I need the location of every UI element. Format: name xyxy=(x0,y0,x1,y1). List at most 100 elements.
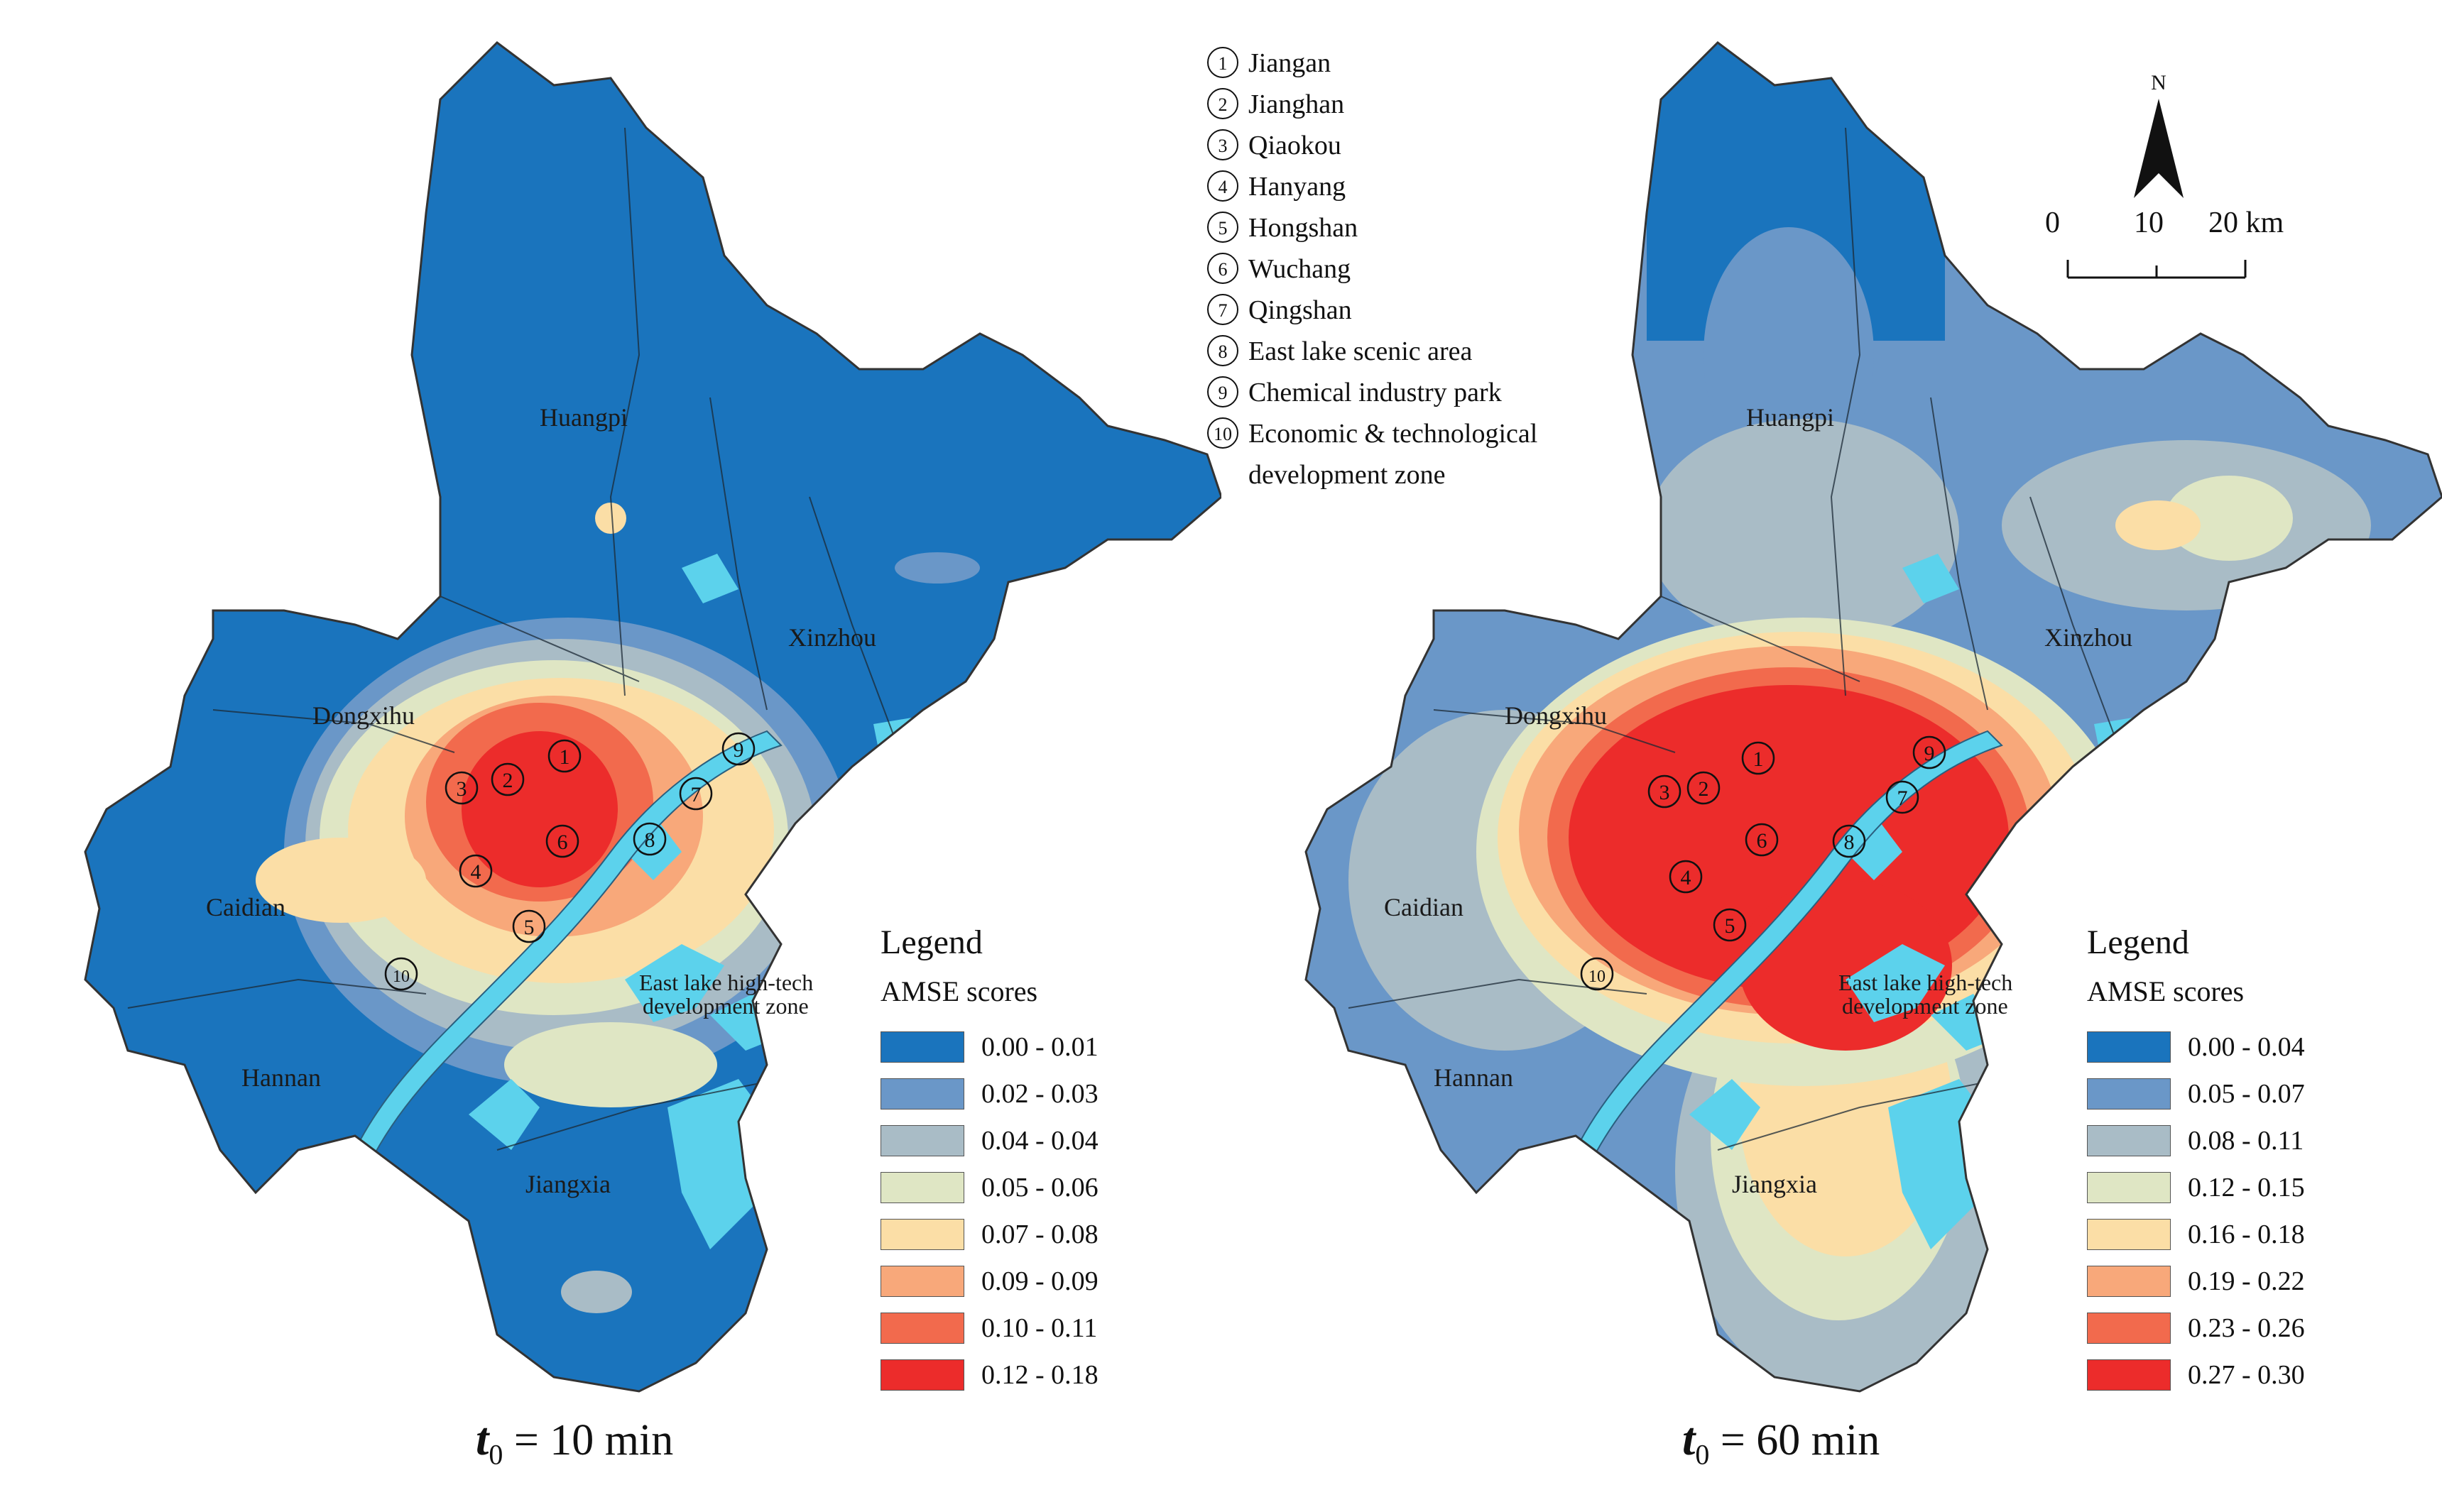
legend-swatch xyxy=(881,1219,964,1250)
legend-swatch xyxy=(881,1125,964,1156)
right-map-svg: Huangpi Xinzhou Dongxihu Caidian Hannan … xyxy=(1304,41,2442,1393)
legend-swatch xyxy=(2087,1313,2171,1344)
district-item: 5 Hongshan xyxy=(1207,207,1619,248)
marker-5: 5 xyxy=(1713,908,1747,942)
label-east-lake-hightech: East lake high-tech xyxy=(639,970,813,995)
marker-5: 5 xyxy=(512,909,546,943)
legend-swatch xyxy=(2087,1125,2171,1156)
scale-bar-graphic xyxy=(2066,260,2247,279)
district-number: 4 xyxy=(1207,170,1238,202)
legend-swatch xyxy=(881,1172,964,1203)
left-caption-text: = 10 min xyxy=(503,1416,674,1464)
district-number: 3 xyxy=(1207,129,1238,160)
legend-swatch xyxy=(2087,1219,2171,1250)
marker-1: 1 xyxy=(547,739,582,773)
label-xinzhou: Xinzhou xyxy=(2044,623,2132,652)
right-place-labels: Huangpi Xinzhou Dongxihu Caidian Hannan … xyxy=(1384,403,2132,1198)
right-legend: Legend AMSE scores 0.00 - 0.04 0.05 - 0.0… xyxy=(2087,923,2305,1398)
marker-1: 1 xyxy=(1741,741,1775,775)
legend-class-label: 0.10 - 0.11 xyxy=(981,1313,1098,1343)
legend-swatch xyxy=(881,1031,964,1063)
legend-class-row: 0.02 - 0.03 xyxy=(881,1070,1099,1117)
right-caption-text: = 60 min xyxy=(1709,1416,1880,1464)
marker-8: 8 xyxy=(633,822,667,856)
left-legend: Legend AMSE scores 0.00 - 0.01 0.02 - 0.0… xyxy=(881,923,1099,1398)
svg-text:9: 9 xyxy=(1924,742,1935,765)
legend-class-row: 0.12 - 0.15 xyxy=(2087,1164,2305,1211)
legend-class-label: 0.02 - 0.03 xyxy=(981,1079,1099,1109)
label-dongxihu: Dongxihu xyxy=(1505,701,1607,730)
district-name: Chemical industry park xyxy=(1248,378,1502,407)
left-district-markers: 1 2 3 4 5 6 7 8 9 10 xyxy=(384,732,756,991)
legend-class-row: 0.04 - 0.04 xyxy=(881,1117,1099,1164)
left-caption: t0 = 10 min xyxy=(476,1413,673,1471)
legend-class-row: 0.00 - 0.04 xyxy=(2087,1024,2305,1070)
svg-text:10: 10 xyxy=(1588,968,1606,986)
district-item: 4 Hanyang xyxy=(1207,166,1619,207)
district-item: 3 Qiaokou xyxy=(1207,125,1619,166)
north-label: N xyxy=(2151,71,2166,94)
legend-swatch xyxy=(2087,1031,2171,1063)
district-name: East lake scenic area xyxy=(1248,336,1473,366)
marker-9: 9 xyxy=(1912,735,1946,769)
legend-class-row: 0.10 - 0.11 xyxy=(881,1305,1099,1352)
label-dongxihu: Dongxihu xyxy=(312,701,415,730)
svg-text:7: 7 xyxy=(1897,787,1908,810)
svg-text:1: 1 xyxy=(560,745,570,769)
label-caidian: Caidian xyxy=(1384,893,1463,921)
legend-swatch xyxy=(2087,1078,2171,1110)
svg-text:4: 4 xyxy=(1681,866,1691,889)
right-caption-subscript: 0 xyxy=(1695,1438,1710,1471)
label-huangpi: Huangpi xyxy=(540,403,628,432)
left-map-svg: Huangpi Xinzhou Dongxihu Caidian Hannan … xyxy=(84,41,1221,1393)
svg-text:5: 5 xyxy=(524,916,535,939)
legend-class-row: 0.05 - 0.07 xyxy=(2087,1070,2305,1117)
district-number: 2 xyxy=(1207,88,1238,119)
legend-class-label: 0.27 - 0.30 xyxy=(2188,1360,2305,1390)
legend-class-row: 0.00 - 0.01 xyxy=(881,1024,1099,1070)
svg-text:10: 10 xyxy=(393,968,410,986)
legend-class-row: 0.08 - 0.11 xyxy=(2087,1117,2305,1164)
marker-7: 7 xyxy=(1885,780,1919,814)
left-place-labels: Huangpi Xinzhou Dongxihu Caidian Hannan … xyxy=(206,403,876,1198)
marker-3: 3 xyxy=(445,771,479,805)
district-item: 6 Wuchang xyxy=(1207,248,1619,290)
label-jiangxia: Jiangxia xyxy=(525,1170,611,1198)
marker-6: 6 xyxy=(545,824,579,858)
svg-text:3: 3 xyxy=(1659,781,1670,804)
right-caption-symbol: t xyxy=(1682,1413,1696,1465)
left-legend-title: Legend xyxy=(881,924,983,961)
svg-text:6: 6 xyxy=(1757,829,1767,853)
svg-text:3: 3 xyxy=(457,777,467,801)
district-item: 9 Chemical industry park xyxy=(1207,372,1619,413)
legend-class-label: 0.19 - 0.22 xyxy=(2188,1266,2305,1296)
marker-9: 9 xyxy=(721,732,756,766)
marker-6: 6 xyxy=(1745,823,1779,857)
legend-class-row: 0.09 - 0.09 xyxy=(881,1258,1099,1305)
legend-class-row: 0.05 - 0.06 xyxy=(881,1164,1099,1211)
left-caption-symbol: t xyxy=(476,1413,489,1465)
right-legend-subtitle: AMSE scores xyxy=(2087,975,2245,1007)
district-name: Wuchang xyxy=(1248,254,1351,284)
north-arrow-icon xyxy=(2134,99,2184,198)
district-name: Qiaokou xyxy=(1248,131,1341,160)
legend-swatch xyxy=(881,1266,964,1297)
district-number: 6 xyxy=(1207,253,1238,284)
district-name: Economic & technological development zon… xyxy=(1248,419,1538,490)
svg-text:5: 5 xyxy=(1725,914,1735,938)
marker-3: 3 xyxy=(1647,774,1681,809)
label-hannan: Hannan xyxy=(1434,1063,1513,1092)
legend-class-label: 0.04 - 0.04 xyxy=(981,1126,1099,1156)
marker-8: 8 xyxy=(1832,824,1866,858)
marker-2: 2 xyxy=(491,762,525,796)
district-name: Jianghan xyxy=(1248,89,1345,119)
legend-class-row: 0.16 - 0.18 xyxy=(2087,1211,2305,1258)
district-item: 2 Jianghan xyxy=(1207,84,1619,125)
legend-class-row: 0.19 - 0.22 xyxy=(2087,1258,2305,1305)
district-item: 1 Jiangan xyxy=(1207,43,1619,84)
svg-text:6: 6 xyxy=(557,831,568,854)
svg-text:1: 1 xyxy=(1753,747,1764,771)
district-number: 10 xyxy=(1207,417,1238,449)
label-east-lake-hightech: East lake high-tech xyxy=(1838,970,2012,995)
marker-10: 10 xyxy=(1580,957,1614,991)
